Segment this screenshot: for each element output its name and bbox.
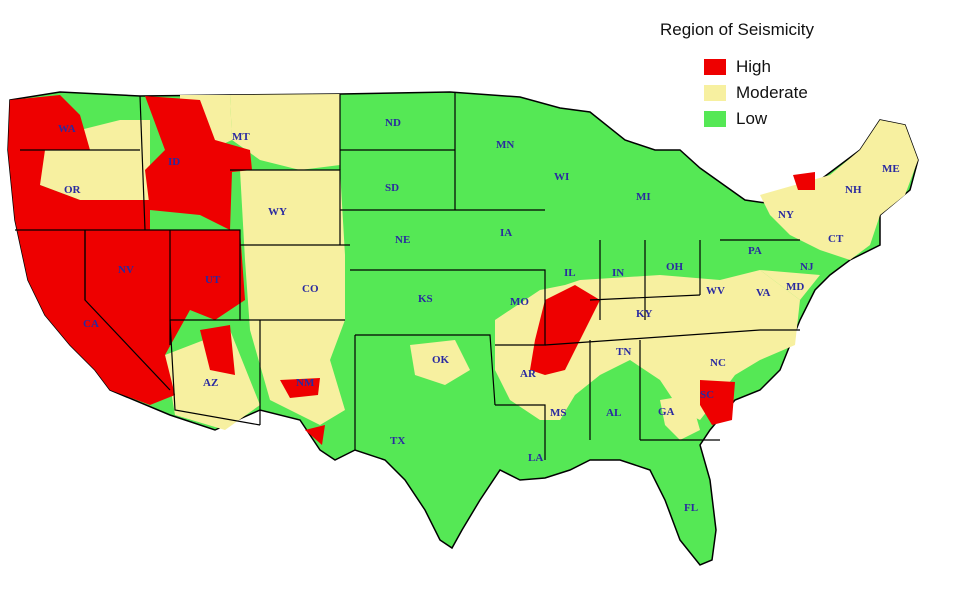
state-label: AL	[606, 407, 621, 419]
legend-item-moderate: Moderate	[704, 80, 880, 106]
state-labels: WA OR ID MT WY NV CA UT CO AZ NM ND SD N…	[58, 117, 900, 514]
state-label: NJ	[800, 261, 814, 273]
legend-label: Low	[736, 109, 768, 128]
state-label: SD	[385, 182, 399, 194]
state-label: OH	[666, 261, 684, 273]
state-label: TX	[390, 435, 405, 447]
legend-title: Region of Seismicity	[660, 20, 815, 39]
state-label: UT	[205, 274, 221, 286]
state-label: FL	[684, 502, 698, 514]
state-label: CO	[302, 283, 319, 295]
state-label: IL	[564, 267, 576, 279]
state-label: OK	[432, 354, 450, 366]
state-label: NV	[118, 264, 134, 276]
state-label: KS	[418, 293, 433, 305]
state-label: GA	[658, 406, 675, 418]
legend-swatch-low	[704, 111, 726, 127]
high-regions	[8, 95, 815, 445]
state-label: CT	[828, 233, 844, 245]
legend-item-high: High	[704, 54, 880, 80]
state-label: WA	[58, 123, 76, 135]
state-label: MI	[636, 191, 651, 203]
state-label: NH	[845, 184, 862, 196]
state-label: WI	[554, 171, 569, 183]
state-label: OR	[64, 184, 82, 196]
state-label: MN	[496, 139, 514, 151]
state-label: ND	[385, 117, 401, 129]
legend-swatch-high	[704, 59, 726, 75]
state-label: ID	[168, 156, 180, 168]
state-label: KY	[636, 308, 653, 320]
state-label: MO	[510, 296, 529, 308]
state-label: CA	[83, 318, 99, 330]
legend-label: Moderate	[736, 83, 808, 102]
state-label: NE	[395, 234, 410, 246]
state-label: IN	[612, 267, 624, 279]
state-label: NC	[710, 357, 726, 369]
state-label: WV	[706, 285, 725, 297]
state-label: AR	[520, 368, 537, 380]
state-label: IA	[500, 227, 512, 239]
state-label: MD	[786, 281, 804, 293]
state-label: NM	[296, 377, 315, 389]
state-label: MS	[550, 407, 567, 419]
legend: Region of Seismicity High Moderate Low	[660, 20, 880, 132]
state-label: SC	[700, 389, 714, 401]
state-label: MT	[232, 131, 250, 143]
state-label: PA	[748, 245, 762, 257]
state-label: LA	[528, 452, 543, 464]
state-label: NY	[778, 209, 794, 221]
state-label: ME	[882, 163, 900, 175]
state-label: TN	[616, 346, 631, 358]
legend-swatch-moderate	[704, 85, 726, 101]
legend-label: High	[736, 57, 771, 76]
state-label: WY	[268, 206, 287, 218]
legend-item-low: Low	[704, 106, 880, 132]
state-label: AZ	[203, 377, 218, 389]
state-label: VA	[756, 287, 771, 299]
state-boundaries	[15, 92, 800, 460]
us-landmass	[7, 91, 919, 566]
